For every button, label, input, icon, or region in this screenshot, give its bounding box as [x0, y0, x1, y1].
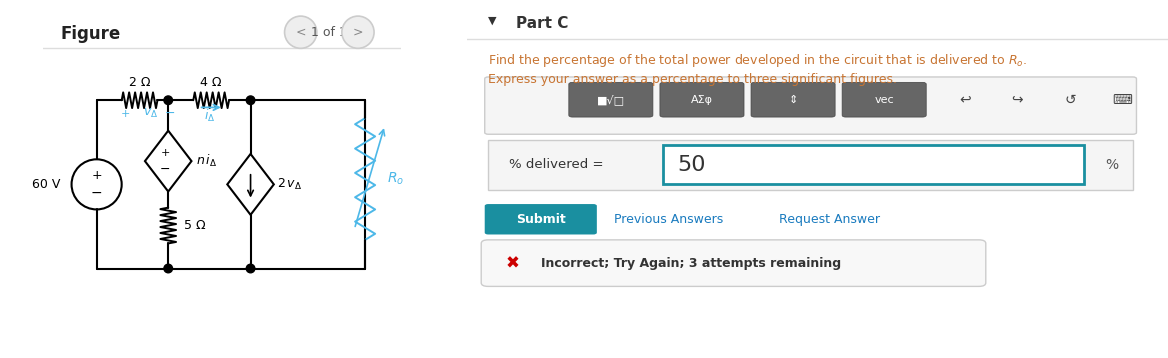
- Text: 5 Ω: 5 Ω: [185, 219, 206, 232]
- Text: >: >: [353, 26, 363, 39]
- Text: $n\,i_\Delta$: $n\,i_\Delta$: [196, 153, 217, 169]
- Text: ⇕: ⇕: [788, 95, 798, 105]
- FancyBboxPatch shape: [569, 82, 653, 117]
- Text: +: +: [161, 148, 171, 158]
- Text: −: −: [160, 163, 171, 175]
- Text: ✖: ✖: [506, 254, 520, 272]
- Text: Incorrect; Try Again; 3 attempts remaining: Incorrect; Try Again; 3 attempts remaini…: [541, 257, 841, 270]
- Circle shape: [342, 16, 374, 48]
- Text: % delivered =: % delivered =: [509, 158, 604, 171]
- FancyBboxPatch shape: [485, 204, 597, 234]
- Text: Express your answer as a percentage to three significant figures.: Express your answer as a percentage to t…: [488, 73, 897, 86]
- Text: −: −: [165, 107, 175, 120]
- Text: $i_\Delta$: $i_\Delta$: [203, 108, 215, 124]
- Text: 4 Ω: 4 Ω: [201, 76, 222, 89]
- Text: 1 of 1: 1 of 1: [312, 26, 347, 39]
- Text: $2\,v_\Delta$: $2\,v_\Delta$: [278, 177, 303, 192]
- Text: 60 V: 60 V: [33, 178, 61, 191]
- Circle shape: [164, 264, 173, 273]
- Text: AΣφ: AΣφ: [691, 95, 712, 105]
- Text: ↪: ↪: [1011, 92, 1023, 107]
- Text: ■√□: ■√□: [597, 94, 625, 105]
- Text: Find the percentage of the total power developed in the circuit that is delivere: Find the percentage of the total power d…: [488, 52, 1028, 69]
- Text: ↺: ↺: [1064, 92, 1076, 107]
- Text: ↩: ↩: [959, 92, 971, 107]
- Text: 50: 50: [677, 155, 705, 175]
- Text: +: +: [91, 169, 102, 182]
- Circle shape: [285, 16, 317, 48]
- Circle shape: [246, 96, 255, 105]
- FancyBboxPatch shape: [488, 140, 1133, 190]
- Circle shape: [246, 264, 255, 273]
- FancyBboxPatch shape: [751, 82, 835, 117]
- Text: Submit: Submit: [516, 213, 565, 226]
- FancyBboxPatch shape: [481, 240, 986, 286]
- Circle shape: [164, 96, 173, 105]
- Text: +: +: [120, 109, 130, 119]
- FancyBboxPatch shape: [485, 77, 1136, 134]
- FancyBboxPatch shape: [663, 145, 1084, 184]
- Text: <: <: [296, 26, 306, 39]
- Text: Request Answer: Request Answer: [779, 213, 880, 226]
- FancyBboxPatch shape: [842, 82, 926, 117]
- Text: $v_\Delta$: $v_\Delta$: [142, 107, 158, 120]
- Text: 2 Ω: 2 Ω: [128, 76, 151, 89]
- Text: $R_o$: $R_o$: [388, 171, 404, 187]
- Text: −: −: [91, 186, 103, 200]
- Text: ▼: ▼: [488, 16, 496, 26]
- Text: %: %: [1105, 158, 1119, 172]
- Text: ⌨: ⌨: [1112, 92, 1133, 107]
- Text: Part C: Part C: [516, 16, 569, 31]
- Text: vec: vec: [875, 95, 894, 105]
- FancyBboxPatch shape: [660, 82, 744, 117]
- Text: Figure: Figure: [61, 25, 121, 43]
- Text: Previous Answers: Previous Answers: [614, 213, 724, 226]
